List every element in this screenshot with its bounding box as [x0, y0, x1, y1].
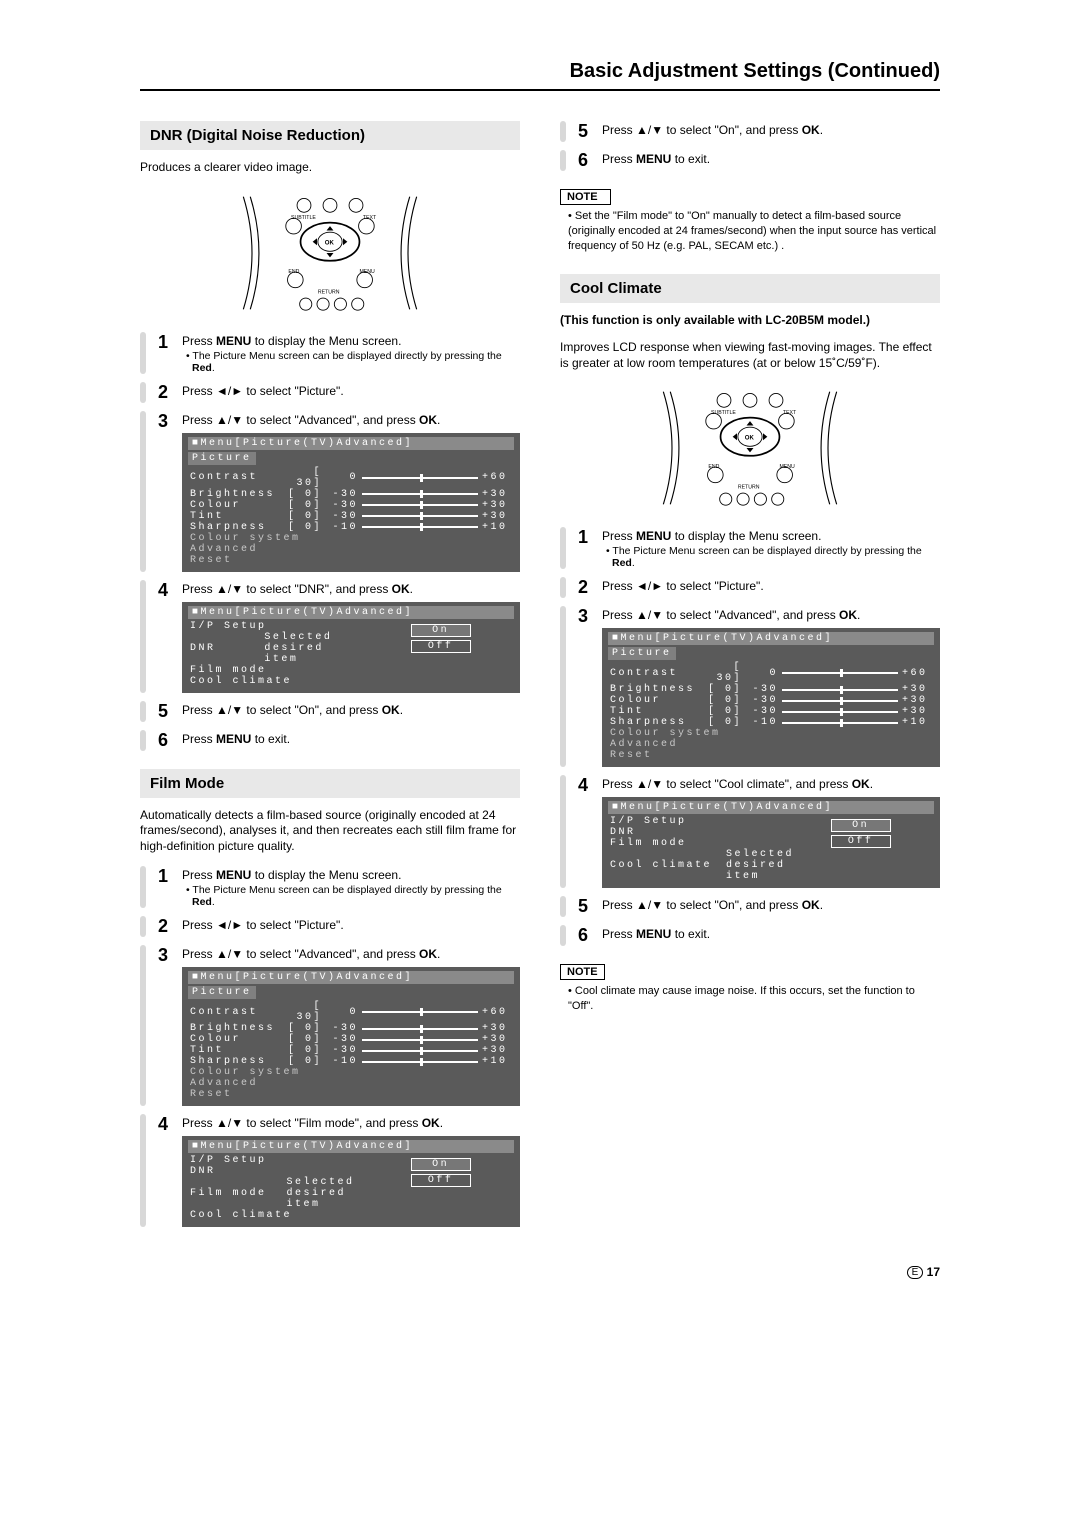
- cool-title: Cool Climate: [560, 274, 940, 303]
- step: 5 Press ▲/▼ to select "On", and press OK…: [140, 701, 520, 722]
- step: 3 Press ▲/▼ to select "Advanced", and pr…: [560, 606, 940, 767]
- step-text: Press MENU to display the Menu screen.: [602, 529, 940, 543]
- step: 2 Press ◄/► to select "Picture".: [560, 577, 940, 598]
- step-bullet: • The Picture Menu screen can be display…: [192, 348, 520, 374]
- step: 1 Press MENU to display the Menu screen.…: [560, 527, 940, 569]
- step-number: 5: [572, 121, 594, 142]
- osd-picture: ■Menu[Picture(TV)Advanced] Picture Contr…: [182, 967, 520, 1106]
- step-number: 2: [152, 382, 174, 403]
- step-text: Press ◄/► to select "Picture".: [182, 384, 520, 398]
- step: 6 Press MENU to exit.: [140, 730, 520, 751]
- step-text: Press ▲/▼ to select "Advanced", and pres…: [182, 947, 520, 961]
- step-bullet: • The Picture Menu screen can be display…: [612, 543, 940, 569]
- right-column: 5 Press ▲/▼ to select "On", and press OK…: [560, 121, 940, 1235]
- step: 1 Press MENU to display the Menu screen.…: [140, 332, 520, 374]
- dnr-intro: Produces a clearer video image.: [140, 160, 520, 176]
- step-number: 6: [152, 730, 174, 751]
- step-text: Press MENU to exit.: [602, 152, 940, 166]
- step-text: Press MENU to exit.: [602, 927, 940, 941]
- step-number: 2: [572, 577, 594, 598]
- step: 5 Press ▲/▼ to select "On", and press OK…: [560, 896, 940, 917]
- step-text: Press MENU to exit.: [182, 732, 520, 746]
- step-number: 1: [152, 866, 174, 887]
- step-number: 3: [572, 606, 594, 627]
- page-number: 17: [927, 1265, 940, 1279]
- step-number: 1: [572, 527, 594, 548]
- step: 2 Press ◄/► to select "Picture".: [140, 916, 520, 937]
- film-title: Film Mode: [140, 769, 520, 798]
- page-footer: E 17: [140, 1265, 940, 1279]
- step-number: 6: [572, 150, 594, 171]
- svg-text:OK: OK: [745, 436, 755, 442]
- step-text: Press ▲/▼ to select "Advanced", and pres…: [182, 413, 520, 427]
- step: 5 Press ▲/▼ to select "On", and press OK…: [560, 121, 940, 142]
- page-e: E: [907, 1266, 924, 1279]
- step-number: 4: [572, 775, 594, 796]
- osd-advanced: ■Menu[Picture(TV)Advanced] I/P SetupDNRS…: [182, 602, 520, 693]
- step-number: 1: [152, 332, 174, 353]
- step-number: 3: [152, 945, 174, 966]
- remote-diagram: SUBTITLE TEXT OK END MENU RETURN: [650, 383, 850, 513]
- left-column: DNR (Digital Noise Reduction) Produces a…: [140, 121, 520, 1235]
- step-text: Press ▲/▼ to select "Advanced", and pres…: [602, 608, 940, 622]
- remote-diagram: SUBTITLE TEXT OK END MENU RETURN: [230, 188, 430, 318]
- step-text: Press ▲/▼ to select "Cool climate", and …: [602, 777, 940, 791]
- step: 4 Press ▲/▼ to select "Cool climate", an…: [560, 775, 940, 888]
- note-label: NOTE: [560, 189, 611, 205]
- step: 4 Press ▲/▼ to select "Film mode", and p…: [140, 1114, 520, 1227]
- osd-advanced: ■Menu[Picture(TV)Advanced] I/P SetupDNRF…: [602, 797, 940, 888]
- film-intro: Automatically detects a film-based sourc…: [140, 808, 520, 855]
- step-text: Press ◄/► to select "Picture".: [182, 918, 520, 932]
- step: 6 Press MENU to exit.: [560, 925, 940, 946]
- step: 4 Press ▲/▼ to select "DNR", and press O…: [140, 580, 520, 693]
- step-text: Press ◄/► to select "Picture".: [602, 579, 940, 593]
- step-number: 2: [152, 916, 174, 937]
- step-text: Press ▲/▼ to select "On", and press OK.: [602, 898, 940, 912]
- step-number: 5: [572, 896, 594, 917]
- osd-advanced: ■Menu[Picture(TV)Advanced] I/P SetupDNRF…: [182, 1136, 520, 1227]
- svg-text:OK: OK: [325, 240, 335, 246]
- page-title: Basic Adjustment Settings (Continued): [140, 60, 940, 91]
- step-number: 6: [572, 925, 594, 946]
- step: 3 Press ▲/▼ to select "Advanced", and pr…: [140, 945, 520, 1106]
- svg-text:MENU: MENU: [779, 464, 795, 470]
- step-number: 5: [152, 701, 174, 722]
- step-text: Press MENU to display the Menu screen.: [182, 334, 520, 348]
- svg-text:MENU: MENU: [359, 269, 375, 275]
- step: 2 Press ◄/► to select "Picture".: [140, 382, 520, 403]
- cool-intro: Improves LCD response when viewing fast-…: [560, 340, 940, 371]
- step-bullet: • The Picture Menu screen can be display…: [192, 882, 520, 908]
- dnr-title: DNR (Digital Noise Reduction): [140, 121, 520, 150]
- step-text: Press ▲/▼ to select "Film mode", and pre…: [182, 1116, 520, 1130]
- step: 6 Press MENU to exit.: [560, 150, 940, 171]
- step-text: Press ▲/▼ to select "DNR", and press OK.: [182, 582, 520, 596]
- osd-picture: ■Menu[Picture(TV)Advanced] Picture Contr…: [182, 433, 520, 572]
- cool-note-text: • Cool climate may cause image noise. If…: [560, 984, 940, 1014]
- cool-bold: (This function is only available with LC…: [560, 313, 940, 329]
- step: 3 Press ▲/▼ to select "Advanced", and pr…: [140, 411, 520, 572]
- note-label: NOTE: [560, 964, 605, 980]
- step-number: 3: [152, 411, 174, 432]
- film-note-text: • Set the "Film mode" to "On" manually t…: [560, 209, 940, 254]
- svg-text:RETURN: RETURN: [318, 289, 340, 295]
- step-text: Press ▲/▼ to select "On", and press OK.: [602, 123, 940, 137]
- step-text: Press MENU to display the Menu screen.: [182, 868, 520, 882]
- step-text: Press ▲/▼ to select "On", and press OK.: [182, 703, 520, 717]
- svg-text:RETURN: RETURN: [738, 485, 760, 491]
- step-number: 4: [152, 1114, 174, 1135]
- osd-picture: ■Menu[Picture(TV)Advanced] Picture Contr…: [602, 628, 940, 767]
- step-number: 4: [152, 580, 174, 601]
- step: 1 Press MENU to display the Menu screen.…: [140, 866, 520, 908]
